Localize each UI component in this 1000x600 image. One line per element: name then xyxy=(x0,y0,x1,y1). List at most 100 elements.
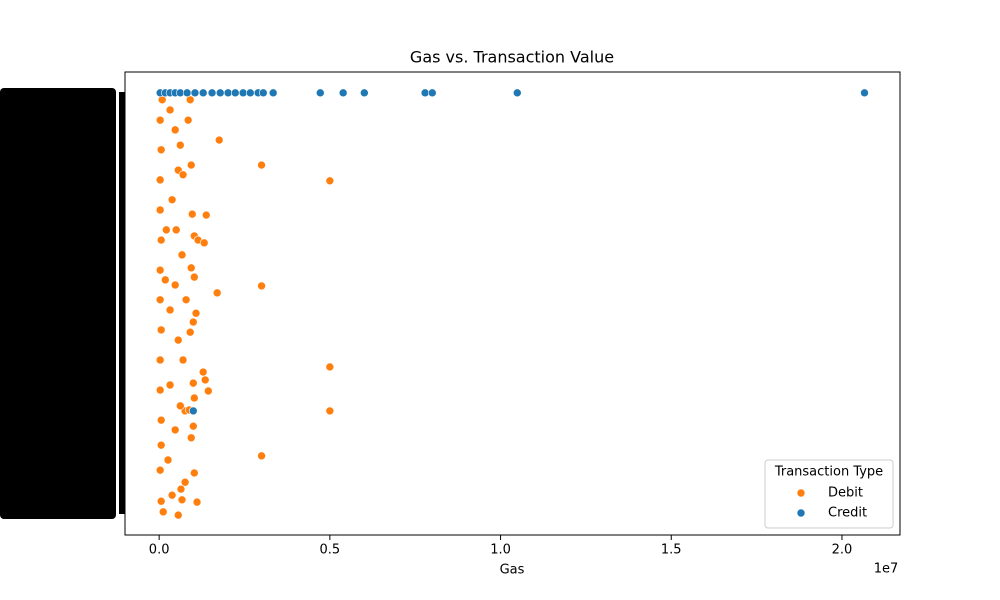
point xyxy=(214,135,224,145)
point xyxy=(155,465,165,475)
point xyxy=(155,205,165,215)
point xyxy=(183,115,193,125)
point xyxy=(427,88,437,98)
point xyxy=(181,295,191,305)
point xyxy=(198,367,208,377)
point xyxy=(200,375,210,385)
legend-label: Credit xyxy=(828,506,867,521)
point xyxy=(165,105,175,115)
chart-title: Gas vs. Transaction Value xyxy=(410,48,614,67)
point xyxy=(176,401,185,411)
point xyxy=(257,451,266,461)
legend-title: Transaction Type xyxy=(774,465,883,480)
point xyxy=(199,238,209,248)
point xyxy=(198,88,208,98)
point xyxy=(188,406,198,416)
point xyxy=(325,362,335,372)
point xyxy=(190,468,199,478)
point xyxy=(338,88,348,98)
point xyxy=(173,335,183,345)
point xyxy=(245,88,255,98)
point xyxy=(156,415,166,425)
point xyxy=(186,263,196,273)
point xyxy=(188,378,198,388)
point xyxy=(165,380,175,390)
x-tick-label: 0.5 xyxy=(320,543,341,558)
legend-label: Debit xyxy=(828,486,863,501)
point xyxy=(158,507,168,517)
legend-marker xyxy=(796,508,806,518)
point xyxy=(167,195,177,205)
point xyxy=(186,433,196,443)
point xyxy=(257,160,266,170)
point xyxy=(315,88,325,98)
point xyxy=(155,115,165,125)
point xyxy=(156,440,166,450)
point xyxy=(187,209,197,219)
point xyxy=(185,327,195,337)
point xyxy=(156,145,166,155)
point xyxy=(170,125,180,135)
plot-frame xyxy=(124,71,901,536)
point xyxy=(212,288,222,298)
point xyxy=(156,235,166,245)
point xyxy=(162,225,171,235)
point xyxy=(182,88,192,98)
point xyxy=(190,272,199,282)
point xyxy=(177,250,187,260)
x-tick-label: 1.5 xyxy=(661,543,682,558)
point xyxy=(155,265,165,275)
point xyxy=(190,393,199,403)
point xyxy=(190,88,200,98)
point xyxy=(176,484,186,494)
x-tick-label: 1.0 xyxy=(490,543,511,558)
point xyxy=(156,325,166,335)
x-tick-label: 0.0 xyxy=(149,543,170,558)
point xyxy=(192,497,202,507)
point xyxy=(156,496,166,506)
point xyxy=(223,88,233,98)
point xyxy=(155,385,165,395)
x-offset-label: 1e7 xyxy=(874,562,899,577)
legend xyxy=(764,459,894,529)
point xyxy=(170,425,180,435)
point xyxy=(230,88,240,98)
point xyxy=(155,175,165,185)
point xyxy=(420,88,430,98)
point xyxy=(188,317,198,327)
point xyxy=(207,88,217,98)
point xyxy=(325,406,335,416)
point xyxy=(160,275,170,285)
point xyxy=(360,88,369,98)
point xyxy=(215,88,225,98)
point xyxy=(268,88,278,98)
point xyxy=(165,305,175,315)
point xyxy=(180,477,190,487)
point xyxy=(171,225,181,235)
point xyxy=(155,355,165,365)
point xyxy=(238,88,248,98)
point xyxy=(860,88,869,98)
point xyxy=(173,510,183,520)
point xyxy=(178,170,188,180)
legend-marker xyxy=(796,488,806,498)
x-axis-label: Gas xyxy=(500,563,525,578)
point xyxy=(188,421,198,431)
point xyxy=(201,210,211,220)
point xyxy=(163,455,173,465)
y-tick-label-clutter xyxy=(0,88,125,519)
point xyxy=(167,490,177,500)
point xyxy=(170,280,180,290)
point xyxy=(191,308,201,318)
point xyxy=(258,88,268,98)
x-tick-label: 2.0 xyxy=(832,543,853,558)
point xyxy=(176,140,185,150)
point xyxy=(325,176,335,186)
point xyxy=(512,88,522,98)
point xyxy=(178,355,188,365)
point xyxy=(186,160,196,170)
point xyxy=(257,281,266,291)
point xyxy=(204,386,213,396)
point xyxy=(155,295,165,305)
